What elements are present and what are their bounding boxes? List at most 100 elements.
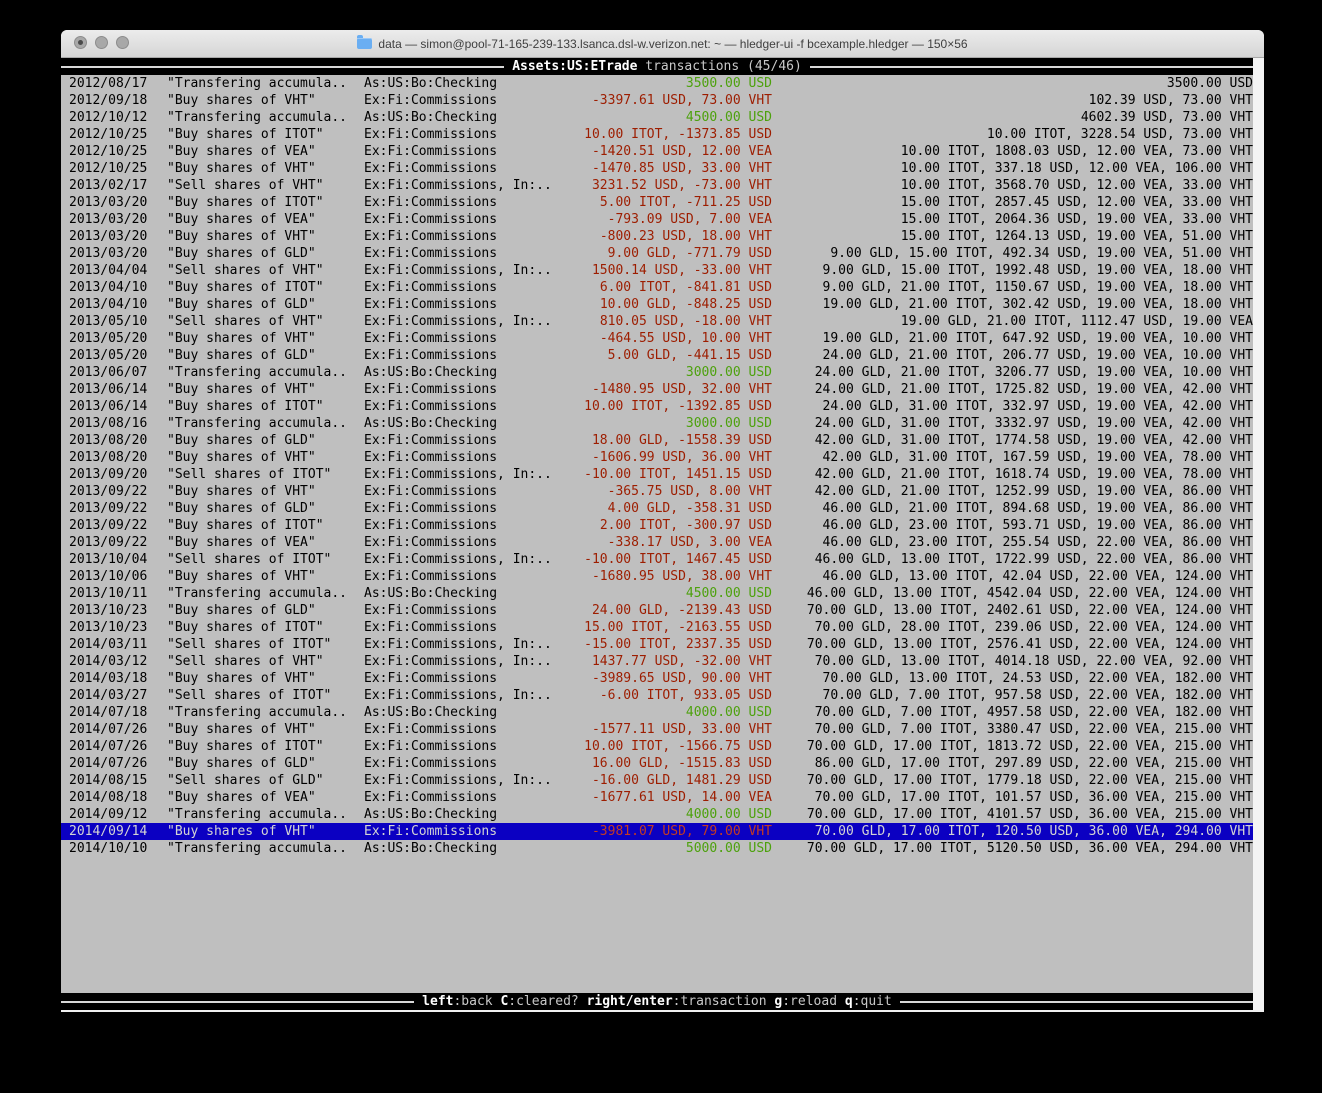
table-row[interactable]: 2013/02/17 "Sell shares of VHT" Ex:Fi:Comm… [61,177,1253,194]
txn-amount: 10.00 ITOT, -1392.85 USD [584,399,772,414]
txn-other-accounts: Ex:Fi:Commissions [364,671,498,686]
table-row[interactable]: 2014/08/15 "Sell shares of GLD" Ex:Fi:Comm… [61,772,1253,789]
table-row[interactable]: 2013/05/20 "Buy shares of VHT" Ex:Fi:Commi… [61,330,1253,347]
txn-other-accounts: Ex:Fi:Commissions [364,739,498,754]
table-row[interactable]: 2013/08/20 "Buy shares of GLD" Ex:Fi:Commi… [61,432,1253,449]
table-row[interactable]: 2014/07/26 "Buy shares of GLD" Ex:Fi:Commi… [61,755,1253,772]
terminal-screen: Assets:US:ETrade transactions (45/46) 20… [61,58,1264,1010]
table-row[interactable]: 2013/09/20 "Sell shares of ITOT" Ex:Fi:Com… [61,466,1253,483]
table-row[interactable]: 2012/10/12 "Transfering accumula.. As:US:B… [61,109,1253,126]
txn-other-accounts: As:US:Bo:Checking [364,586,498,601]
table-row[interactable]: 2014/03/18 "Buy shares of VHT" Ex:Fi:Commi… [61,670,1253,687]
txn-other-accounts: As:US:Bo:Checking [364,807,498,822]
txn-date: 2014/03/18 [69,671,148,686]
txn-running-balance: 19.00 GLD, 21.00 ITOT, 302.42 USD, 19.00… [822,297,1253,312]
table-row[interactable]: 2014/08/18 "Buy shares of VEA" Ex:Fi:Commi… [61,789,1253,806]
txn-amount: 5000.00 USD [685,841,772,856]
txn-other-accounts: Ex:Fi:Commissions, In:.. [364,178,552,193]
scrollbar-track[interactable] [1253,58,1264,1010]
screen-title-bar: Assets:US:ETrade transactions (45/46) [61,58,1254,75]
txn-amount: -16.00 GLD, 1481.29 USD [591,773,772,788]
table-row[interactable]: 2012/09/18 "Buy shares of VHT" Ex:Fi:Commi… [61,92,1253,109]
table-row[interactable]: 2014/03/27 "Sell shares of ITOT" Ex:Fi:Com… [61,687,1253,704]
border-rule-right [899,1000,1253,1003]
table-row[interactable]: 2013/04/10 "Buy shares of GLD" Ex:Fi:Commi… [61,296,1253,313]
txn-description: "Buy shares of GLD" [167,297,316,312]
table-row[interactable]: 2014/07/18 "Transfering accumula.. As:US:B… [61,704,1253,721]
table-row[interactable]: 2013/10/23 "Buy shares of ITOT" Ex:Fi:Comm… [61,619,1253,636]
table-row[interactable]: 2014/07/26 "Buy shares of VHT" Ex:Fi:Commi… [61,721,1253,738]
key-hint-q: q:quit [844,994,892,1009]
close-button[interactable] [74,36,87,49]
txn-other-accounts: Ex:Fi:Commissions [364,722,498,737]
table-row[interactable]: 2013/04/10 "Buy shares of ITOT" Ex:Fi:Comm… [61,279,1253,296]
table-row[interactable]: 2013/05/20 "Buy shares of GLD" Ex:Fi:Commi… [61,347,1253,364]
txn-amount: -1677.61 USD, 14.00 VEA [591,790,772,805]
table-row[interactable]: 2013/03/20 "Buy shares of GLD" Ex:Fi:Commi… [61,245,1253,262]
table-row[interactable]: 2013/10/23 "Buy shares of GLD" Ex:Fi:Commi… [61,602,1253,619]
window-titlebar[interactable]: data — simon@pool-71-165-239-133.lsanca.… [61,30,1264,58]
txn-date: 2013/08/20 [69,433,148,448]
txn-running-balance: 15.00 ITOT, 2857.45 USD, 12.00 VEA, 33.0… [900,195,1253,210]
txn-description: "Sell shares of ITOT" [167,688,332,703]
txn-date: 2013/02/17 [69,178,148,193]
table-row[interactable]: 2013/06/14 "Buy shares of ITOT" Ex:Fi:Comm… [61,398,1253,415]
table-row[interactable]: 2013/10/04 "Sell shares of ITOT" Ex:Fi:Com… [61,551,1253,568]
table-row[interactable]: 2012/10/25 "Buy shares of VEA" Ex:Fi:Commi… [61,143,1253,160]
table-row[interactable]: 2012/10/25 "Buy shares of VHT" Ex:Fi:Commi… [61,160,1253,177]
txn-description: "Sell shares of VHT" [167,263,324,278]
txn-amount: -3397.61 USD, 73.00 VHT [591,93,772,108]
table-row[interactable]: 2014/03/12 "Sell shares of VHT" Ex:Fi:Comm… [61,653,1253,670]
table-row[interactable]: 2012/10/25 "Buy shares of ITOT" Ex:Fi:Comm… [61,126,1253,143]
table-row[interactable]: 2013/08/16 "Transfering accumula.. As:US:B… [61,415,1253,432]
txn-running-balance: 102.39 USD, 73.00 VHT [1088,93,1253,108]
txn-other-accounts: Ex:Fi:Commissions [364,756,498,771]
txn-date: 2014/07/18 [69,705,148,720]
txn-description: "Buy shares of GLD" [167,501,316,516]
table-row[interactable]: 2012/08/17 "Transfering accumula.. As:US:B… [61,75,1253,92]
table-row[interactable]: 2013/04/04 "Sell shares of VHT" Ex:Fi:Comm… [61,262,1253,279]
table-row[interactable]: 2013/09/22 "Buy shares of VEA" Ex:Fi:Commi… [61,534,1253,551]
txn-date: 2013/03/20 [69,195,148,210]
table-row[interactable]: 2013/05/10 "Sell shares of VHT" Ex:Fi:Comm… [61,313,1253,330]
txn-description: "Transfering accumula.. [167,705,348,720]
key-hint-right-enter: right/enter:transaction [586,994,775,1009]
txn-running-balance: 4602.39 USD, 73.00 VHT [1080,110,1253,125]
txn-other-accounts: Ex:Fi:Commissions [364,824,498,839]
txn-date: 2012/08/17 [69,76,148,91]
txn-other-accounts: Ex:Fi:Commissions [364,348,498,363]
key-hint-g: g:reload [774,994,845,1009]
table-row[interactable]: 2013/10/06 "Buy shares of VHT" Ex:Fi:Commi… [61,568,1253,585]
table-row[interactable]: 2013/06/14 "Buy shares of VHT" Ex:Fi:Commi… [61,381,1253,398]
txn-amount: -3981.07 USD, 79.00 VHT [591,824,772,839]
txn-running-balance: 70.00 GLD, 17.00 ITOT, 120.50 USD, 36.00… [814,824,1253,839]
txn-running-balance: 15.00 ITOT, 2064.36 USD, 19.00 VEA, 33.0… [900,212,1253,227]
table-row-selected[interactable]: 2014/09/14 "Buy shares of VHT" Ex:Fi:Commi… [61,823,1253,840]
txn-amount: 3000.00 USD [685,416,772,431]
table-row[interactable]: 2013/06/07 "Transfering accumula.. As:US:B… [61,364,1253,381]
txn-amount: 6.00 ITOT, -841.81 USD [599,280,772,295]
table-row[interactable]: 2013/03/20 "Buy shares of VHT" Ex:Fi:Commi… [61,228,1253,245]
table-row[interactable]: 2013/03/20 "Buy shares of ITOT" Ex:Fi:Comm… [61,194,1253,211]
txn-description: "Sell shares of ITOT" [167,467,332,482]
txn-date: 2012/10/25 [69,144,148,159]
txn-date: 2013/10/06 [69,569,148,584]
txn-date: 2013/10/23 [69,603,148,618]
table-row[interactable]: 2014/03/11 "Sell shares of ITOT" Ex:Fi:Com… [61,636,1253,653]
txn-amount: 4500.00 USD [685,586,772,601]
table-row[interactable]: 2013/08/20 "Buy shares of VHT" Ex:Fi:Commi… [61,449,1253,466]
txn-date: 2014/03/12 [69,654,148,669]
txn-amount: -793.09 USD, 7.00 VEA [607,212,772,227]
table-row[interactable]: 2014/09/12 "Transfering accumula.. As:US:B… [61,806,1253,823]
table-row[interactable]: 2013/09/22 "Buy shares of ITOT" Ex:Fi:Comm… [61,517,1253,534]
table-row[interactable]: 2014/10/10 "Transfering accumula.. As:US:B… [61,840,1253,857]
table-row[interactable]: 2013/03/20 "Buy shares of VEA" Ex:Fi:Commi… [61,211,1253,228]
table-row[interactable]: 2013/10/11 "Transfering accumula.. As:US:B… [61,585,1253,602]
minimize-button[interactable] [95,36,108,49]
txn-date: 2013/09/22 [69,535,148,550]
zoom-button[interactable] [116,36,129,49]
table-row[interactable]: 2014/07/26 "Buy shares of ITOT" Ex:Fi:Comm… [61,738,1253,755]
table-row[interactable]: 2013/09/22 "Buy shares of VHT" Ex:Fi:Commi… [61,483,1253,500]
table-row[interactable]: 2013/09/22 "Buy shares of GLD" Ex:Fi:Commi… [61,500,1253,517]
txn-running-balance: 42.00 GLD, 21.00 ITOT, 1618.74 USD, 19.0… [814,467,1253,482]
